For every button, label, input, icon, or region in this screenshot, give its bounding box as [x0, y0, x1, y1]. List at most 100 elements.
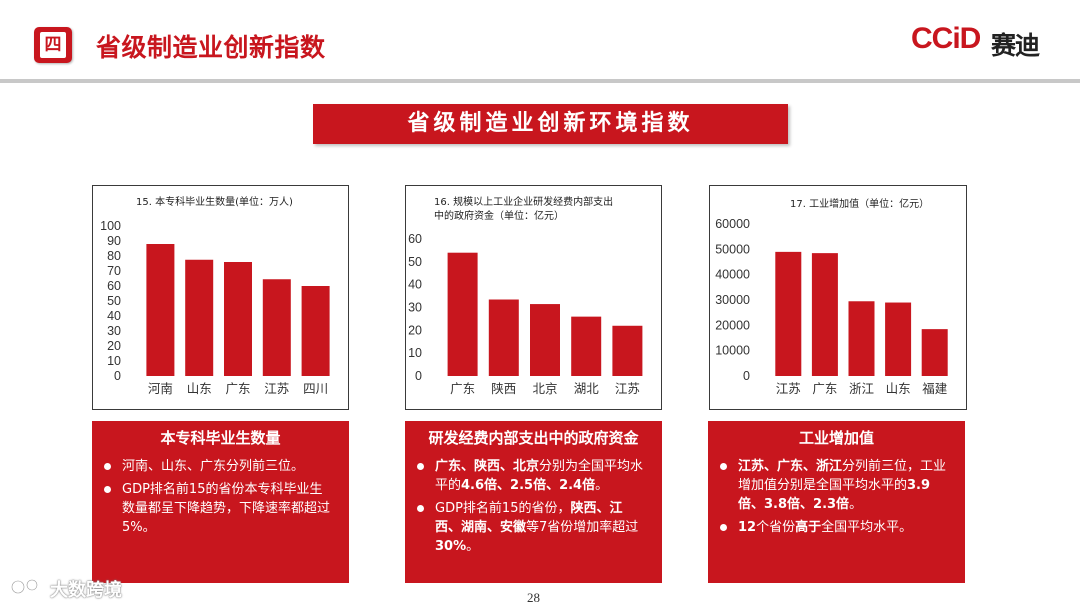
y-tick-label: 50000: [715, 242, 750, 256]
bullet-item: 江苏、广东、浙江分列前三位，工业增加值分别是全国平均水平的3.9倍、3.8倍、2…: [720, 457, 951, 514]
slide-header: 四 省级制造业创新指数 CCiD 赛迪: [0, 0, 1080, 80]
watermark-logo-icon: [10, 578, 39, 595]
chart-industry-svg: 17. 工业增加值（单位：亿元） 0 10000 20000 30000 40000 500…: [715, 197, 948, 396]
x-tick-label: 山东: [187, 381, 212, 396]
y-tick-label: 20: [107, 339, 121, 353]
x-tick-label: 山东: [886, 381, 911, 396]
bullet-text: GDP排名前15的省份本专科毕业生数量都呈下降趋势，下降速率都超过5%。: [122, 482, 331, 535]
bullet-bold: 3.9倍、3.8倍、2.3倍: [738, 478, 931, 512]
y-tick-label: 50: [107, 294, 121, 308]
bullet-bold: 高于: [795, 520, 822, 535]
y-tick-label: 30: [408, 301, 422, 315]
bullet-item: GDP排名前15的省份，陕西、江西、湖南、安徽等7省份增加率超过 30%。: [417, 499, 648, 556]
y-tick-label: 40: [408, 278, 422, 292]
bullet-bold: 12: [738, 520, 757, 535]
chart-graduates-svg: 15. 本专科毕业生数量(单位：万人) 010203040506070809010…: [100, 195, 330, 396]
y-tick-label: 60: [408, 232, 422, 246]
x-tick-label: 浙江: [849, 381, 874, 396]
x-tick-label: 湖北: [574, 381, 600, 396]
section-number: 四: [40, 32, 66, 58]
y-tick-label: 0: [415, 369, 422, 383]
chart-industrial-value-added: 17. 工业增加值（单位：亿元） 0 10000 20000 30000 40000 500…: [709, 185, 967, 410]
bar: [185, 259, 214, 376]
watermark-text: 大数跨境: [50, 580, 122, 601]
logo-chinese: 赛迪: [991, 31, 1040, 60]
section-badge: 四: [34, 27, 72, 63]
x-tick-label: 福建: [922, 381, 948, 396]
bullet-dot-icon: [417, 463, 424, 470]
card-title: 研发经费内部支出中的政府资金: [428, 429, 639, 447]
x-tick-label: 江苏: [615, 381, 640, 396]
bullet-text: 分别为全国平均水平的: [435, 459, 644, 493]
bullet-dot-icon: [720, 463, 727, 470]
bar: [885, 302, 912, 376]
card-bullets: 河南、山东、广东分列前三位。 GDP排名前15的省份本专科毕业生数量都呈下降趋势…: [104, 457, 335, 541]
bullet-text: 个省份: [756, 520, 796, 535]
y-tick-label: 20000: [715, 318, 750, 332]
header-divider: [0, 79, 1080, 83]
bar: [530, 304, 560, 376]
y-tick-label: 30000: [715, 293, 750, 307]
bullet-item: 广东、陕西、北京分别为全国平均水平的4.6倍、2.5倍、2.4倍。: [417, 457, 648, 495]
bullet-text: 。: [595, 478, 609, 493]
x-tick-label: 广东: [450, 381, 475, 396]
y-tick-label: 10000: [715, 344, 750, 358]
card-graduates: 本专科毕业生数量 河南、山东、广东分列前三位。 GDP排名前15的省份本专科毕业…: [92, 421, 349, 583]
bar: [921, 329, 948, 376]
x-tick-label: 广东: [225, 381, 250, 396]
chart-title: 中的政府资金（单位：亿元）: [434, 209, 564, 222]
x-tick-label: 北京: [532, 381, 557, 396]
bar: [848, 301, 875, 376]
card-bullets: 广东、陕西、北京分别为全国平均水平的4.6倍、2.5倍、2.4倍。 GDP排名前…: [417, 457, 648, 560]
chart-graduates: 15. 本专科毕业生数量(单位：万人) 0 10 20 30 40 50 60 70 80 90 10…: [92, 185, 349, 410]
y-tick-label: 40000: [715, 268, 750, 282]
bullet-bold: 4.6倍、2.5倍、2.4倍: [461, 478, 596, 493]
chart-title: 16. 规模以上工业企业研发经费内部支出: [434, 195, 613, 208]
y-tick-label: 90: [107, 234, 121, 248]
bullet-dot-icon: [720, 524, 727, 531]
x-tick-label: 广东: [812, 381, 837, 396]
bullet-item: 河南、山东、广东分列前三位。: [104, 457, 335, 476]
bar: [224, 262, 252, 376]
bullet-bold: 广东、陕西、北京: [435, 459, 540, 474]
bullet-text: 分列前三位，工业增加值分别是全国平均水平的: [738, 459, 947, 493]
section-banner: 省级制造业创新环境指数: [313, 104, 788, 144]
chart-rd-government-funds: 16. 规模以上工业企业研发经费内部支出 中的政府资金（单位：亿元） 0 10 20 30…: [405, 185, 662, 410]
y-tick-label: 70: [107, 264, 121, 278]
bar: [571, 316, 602, 376]
card-rd-government-funds: 研发经费内部支出中的政府资金 广东、陕西、北京分别为全国平均水平的4.6倍、2.…: [405, 421, 662, 583]
chart-title: 15. 本专科毕业生数量(单位：万人): [136, 195, 293, 208]
bar: [811, 253, 838, 376]
y-tick-label: 50: [408, 255, 422, 269]
bullet-text: 。: [466, 539, 480, 554]
bar: [146, 244, 175, 376]
y-tick-label: 100: [100, 219, 121, 233]
bullet-dot-icon: [104, 463, 111, 470]
y-tick-label: 40: [107, 309, 121, 323]
x-tick-label: 江苏: [776, 381, 801, 396]
bullet-dot-icon: [417, 505, 424, 512]
bullet-bold: 30%: [435, 539, 467, 554]
y-tick-label: 20: [408, 323, 422, 337]
card-bullets: 江苏、广东、浙江分列前三位，工业增加值分别是全国平均水平的3.9倍、3.8倍、2…: [720, 457, 951, 541]
bullet-bold: 江苏、广东、浙江: [738, 459, 843, 474]
ccid-logo: CCiD 赛迪: [911, 22, 1049, 62]
bar: [488, 299, 519, 376]
bar: [612, 325, 643, 376]
x-tick-label: 陕西: [491, 381, 516, 396]
x-tick-label: 河南: [148, 381, 173, 396]
page-number: 28: [527, 590, 540, 605]
bullet-text: 全国平均水平。: [821, 520, 913, 535]
x-tick-label: 四川: [303, 381, 328, 396]
bullet-text: 。: [849, 497, 863, 512]
y-tick-label: 60000: [715, 217, 750, 231]
bullet-item: 12个省份高于全国平均水平。: [720, 518, 951, 537]
y-tick-label: 10: [107, 354, 121, 368]
y-tick-label: 10: [408, 346, 422, 360]
y-tick-label: 0: [743, 369, 750, 383]
bullet-text: GDP排名前15的省份，: [435, 501, 571, 516]
bar: [775, 251, 802, 376]
bar: [301, 286, 330, 376]
logo-latin: CCiD: [911, 22, 981, 55]
